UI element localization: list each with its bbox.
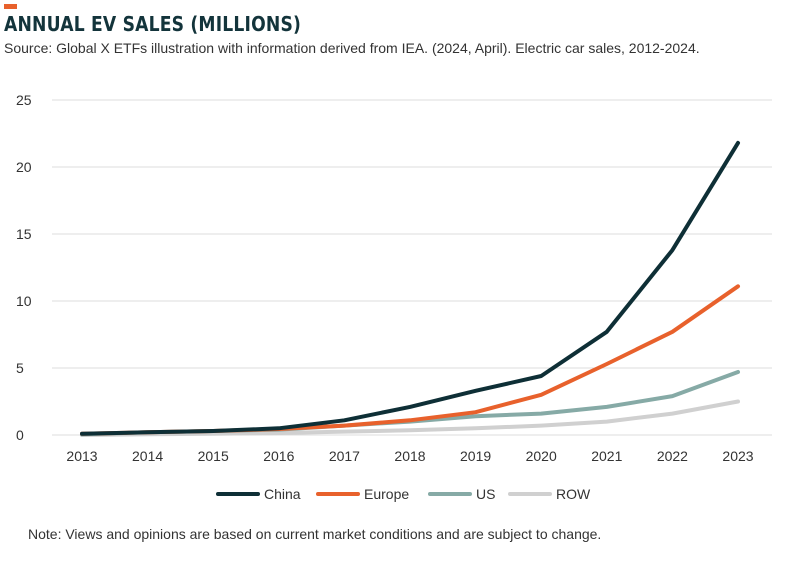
series-lines bbox=[80, 140, 740, 437]
legend-label: US bbox=[476, 486, 495, 502]
y-tick-label: 25 bbox=[16, 92, 32, 108]
legend-label: ROW bbox=[556, 486, 591, 502]
footnote: Note: Views and opinions are based on cu… bbox=[28, 526, 602, 542]
chart-title: ANNUAL EV SALES (MILLIONS) bbox=[4, 12, 302, 36]
y-tick-label: 10 bbox=[16, 293, 32, 309]
x-tick-label: 2018 bbox=[394, 448, 425, 464]
legend: China Europe US ROW bbox=[216, 486, 591, 502]
x-axis-ticks: 2013 2014 2015 2016 2017 2018 2019 2020 2021 2022… bbox=[66, 448, 753, 464]
series-line-row bbox=[80, 399, 740, 437]
x-tick-label: 2017 bbox=[329, 448, 360, 464]
y-tick-label: 5 bbox=[16, 360, 24, 376]
x-tick-label: 2022 bbox=[657, 448, 688, 464]
y-axis-ticks: 0 5 10 15 20 25 bbox=[16, 92, 32, 443]
series-line-us bbox=[80, 370, 740, 437]
x-tick-label: 2015 bbox=[198, 448, 229, 464]
y-tick-label: 0 bbox=[16, 427, 24, 443]
x-tick-label: 2014 bbox=[132, 448, 163, 464]
series-line-europe bbox=[80, 284, 740, 436]
y-tick-label: 15 bbox=[16, 226, 32, 242]
y-tick-label: 20 bbox=[16, 159, 32, 175]
legend-item-europe: Europe bbox=[316, 486, 409, 502]
legend-item-china: China bbox=[216, 486, 301, 502]
title-accent-bar bbox=[4, 4, 17, 9]
grid-lines bbox=[52, 99, 772, 436]
x-tick-label: 2019 bbox=[460, 448, 491, 464]
legend-item-row: ROW bbox=[508, 486, 591, 502]
x-tick-label: 2023 bbox=[722, 448, 753, 464]
legend-label: Europe bbox=[364, 486, 409, 502]
x-tick-label: 2021 bbox=[591, 448, 622, 464]
x-tick-label: 2020 bbox=[526, 448, 557, 464]
x-tick-label: 2016 bbox=[263, 448, 294, 464]
x-tick-label: 2013 bbox=[66, 448, 97, 464]
chart-subtitle: Source: Global X ETFs illustration with … bbox=[4, 40, 700, 56]
legend-label: China bbox=[264, 486, 301, 502]
series-line-china bbox=[80, 140, 740, 436]
legend-item-us: US bbox=[428, 486, 495, 502]
